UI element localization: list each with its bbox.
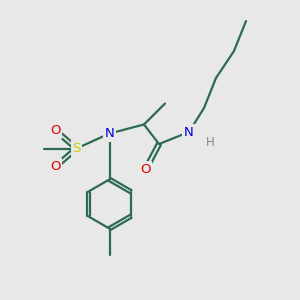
Text: N: N	[184, 125, 194, 139]
Text: O: O	[140, 163, 151, 176]
Text: O: O	[50, 160, 61, 173]
Text: O: O	[50, 124, 61, 137]
Text: H: H	[206, 136, 214, 149]
Text: S: S	[72, 142, 81, 155]
Text: N: N	[105, 127, 114, 140]
